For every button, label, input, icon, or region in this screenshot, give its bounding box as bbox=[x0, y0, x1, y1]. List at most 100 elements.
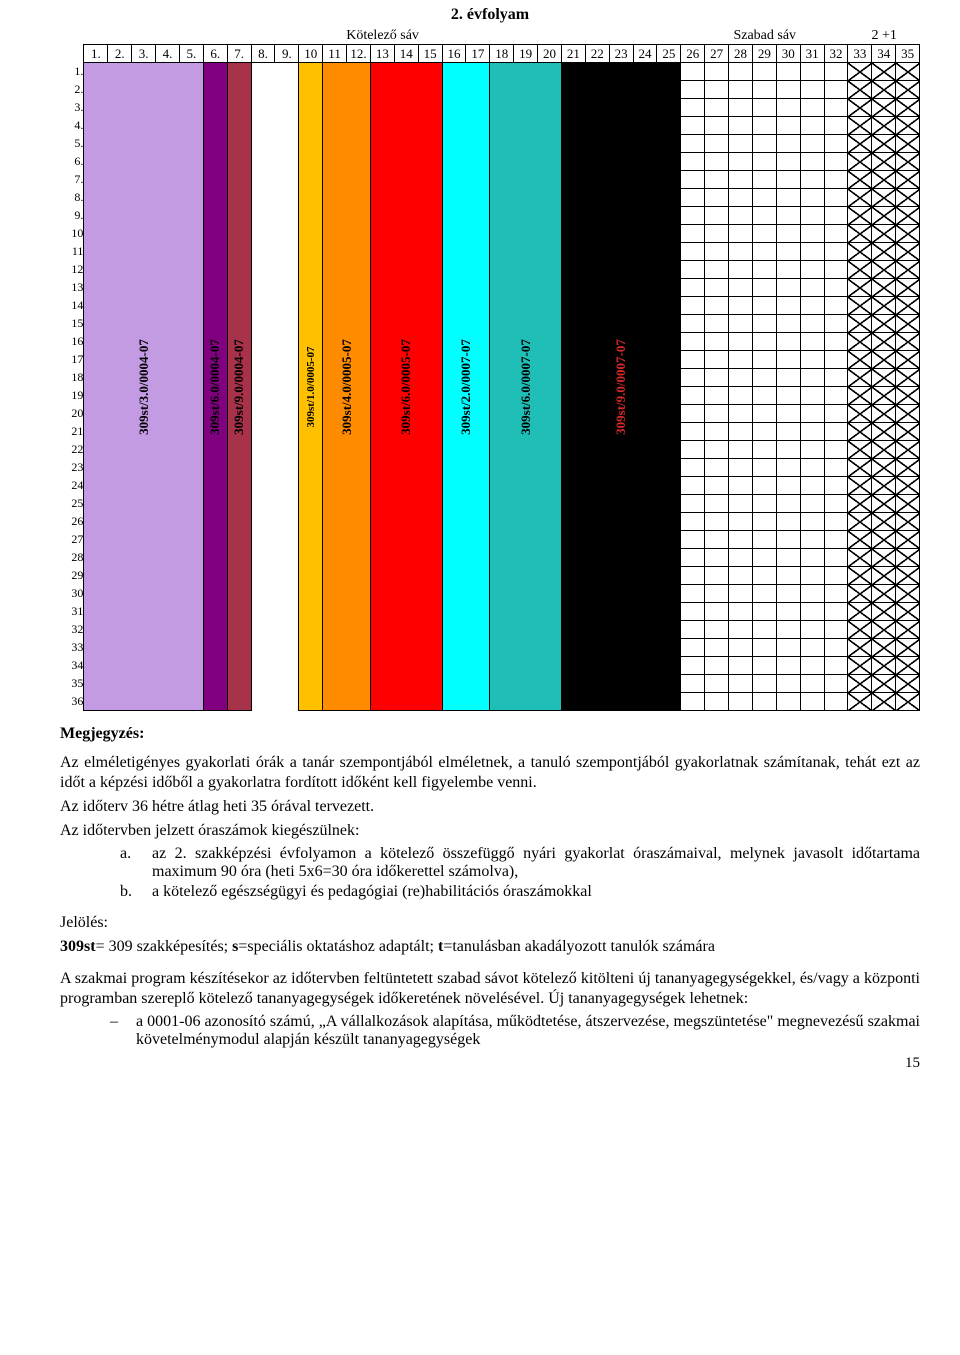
x-cell bbox=[872, 225, 896, 243]
grid-cell bbox=[729, 333, 753, 351]
grid-cell bbox=[824, 693, 848, 711]
grid-cell bbox=[681, 423, 705, 441]
grid-cell bbox=[776, 405, 800, 423]
col-header: 29 bbox=[752, 45, 776, 63]
grid-cell bbox=[705, 189, 729, 207]
bar-309st/6.0/0005-07: 309st/6.0/0005-07 bbox=[370, 63, 442, 711]
grid-cell bbox=[705, 135, 729, 153]
row-label: 5. bbox=[60, 135, 84, 153]
grid-cell bbox=[824, 207, 848, 225]
row-label: 19 bbox=[60, 387, 84, 405]
grid-cell bbox=[800, 135, 824, 153]
x-cell bbox=[896, 63, 920, 81]
grid-cell bbox=[705, 693, 729, 711]
grid-cell bbox=[681, 261, 705, 279]
col-header: 15 bbox=[418, 45, 442, 63]
grid-cell bbox=[681, 225, 705, 243]
row-label: 12 bbox=[60, 261, 84, 279]
row-label: 35 bbox=[60, 675, 84, 693]
grid-cell bbox=[824, 225, 848, 243]
grid-cell bbox=[776, 225, 800, 243]
x-cell bbox=[872, 135, 896, 153]
grid-cell bbox=[729, 315, 753, 333]
grid-cell bbox=[800, 531, 824, 549]
list-a-text: az 2. szakképzési évfolyamon a kötelező … bbox=[152, 845, 920, 881]
grid-cell bbox=[729, 405, 753, 423]
bar-309st/2.0/0007-07: 309st/2.0/0007-07 bbox=[442, 63, 490, 711]
x-cell bbox=[896, 243, 920, 261]
grid-cell bbox=[705, 531, 729, 549]
col-header: 3. bbox=[132, 45, 156, 63]
grid-cell bbox=[752, 261, 776, 279]
grid-cell bbox=[824, 81, 848, 99]
grid-cell bbox=[824, 189, 848, 207]
x-cell bbox=[896, 135, 920, 153]
grid-cell bbox=[776, 603, 800, 621]
col-header: 33 bbox=[848, 45, 872, 63]
x-cell bbox=[872, 567, 896, 585]
grid-cell bbox=[824, 63, 848, 81]
x-cell bbox=[848, 261, 872, 279]
grid-cell bbox=[752, 567, 776, 585]
grid-cell bbox=[752, 603, 776, 621]
grid-cell bbox=[776, 171, 800, 189]
grid-cell bbox=[824, 135, 848, 153]
grid-cell bbox=[705, 405, 729, 423]
grid-cell bbox=[681, 153, 705, 171]
grid-cell bbox=[752, 81, 776, 99]
x-cell bbox=[848, 63, 872, 81]
grid-cell bbox=[824, 261, 848, 279]
grid-cell bbox=[729, 585, 753, 603]
grid-cell bbox=[681, 135, 705, 153]
grid-cell bbox=[752, 585, 776, 603]
row-label: 36 bbox=[60, 693, 84, 711]
empty-col bbox=[251, 63, 275, 711]
grid-cell bbox=[681, 657, 705, 675]
grid-cell bbox=[752, 657, 776, 675]
x-cell bbox=[872, 657, 896, 675]
x-cell bbox=[872, 63, 896, 81]
grid-cell bbox=[800, 225, 824, 243]
grid-cell bbox=[729, 675, 753, 693]
grid-cell bbox=[752, 423, 776, 441]
grid-cell bbox=[681, 477, 705, 495]
x-cell bbox=[848, 693, 872, 711]
grid-cell bbox=[800, 513, 824, 531]
grid-cell bbox=[752, 279, 776, 297]
jel-header: Jelölés: bbox=[60, 913, 920, 933]
grid-cell bbox=[800, 639, 824, 657]
grid-cell bbox=[824, 117, 848, 135]
x-cell bbox=[848, 117, 872, 135]
x-cell bbox=[848, 495, 872, 513]
grid-cell bbox=[776, 657, 800, 675]
grid-cell bbox=[824, 657, 848, 675]
x-cell bbox=[872, 423, 896, 441]
bar-label: 309st/2.0/0007-07 bbox=[458, 339, 474, 435]
x-cell bbox=[872, 351, 896, 369]
row-label: 16 bbox=[60, 333, 84, 351]
grid-cell bbox=[705, 279, 729, 297]
grid-cell bbox=[705, 549, 729, 567]
grid-cell bbox=[776, 207, 800, 225]
grid-cell bbox=[776, 81, 800, 99]
grid-cell bbox=[705, 333, 729, 351]
grid-cell bbox=[752, 189, 776, 207]
notes-p4: A szakmai program készítésekor az időter… bbox=[60, 969, 920, 1009]
row-label: 10 bbox=[60, 225, 84, 243]
grid-cell bbox=[752, 513, 776, 531]
col-header: 9. bbox=[275, 45, 299, 63]
grid-cell bbox=[824, 495, 848, 513]
x-cell bbox=[872, 153, 896, 171]
grid-cell bbox=[752, 531, 776, 549]
grid-cell bbox=[776, 423, 800, 441]
x-cell bbox=[848, 225, 872, 243]
grid-cell bbox=[752, 621, 776, 639]
grid-cell bbox=[776, 99, 800, 117]
row-label: 13 bbox=[60, 279, 84, 297]
grid-cell bbox=[776, 513, 800, 531]
grid-cell bbox=[729, 261, 753, 279]
bar-309st/6.0/0004-07: 309st/6.0/0004-07 bbox=[203, 63, 227, 711]
bar-309st/1.0/0005-07: 309st/1.0/0005-07 bbox=[299, 63, 323, 711]
grid-cell bbox=[681, 117, 705, 135]
list-b-label: b. bbox=[120, 883, 138, 901]
